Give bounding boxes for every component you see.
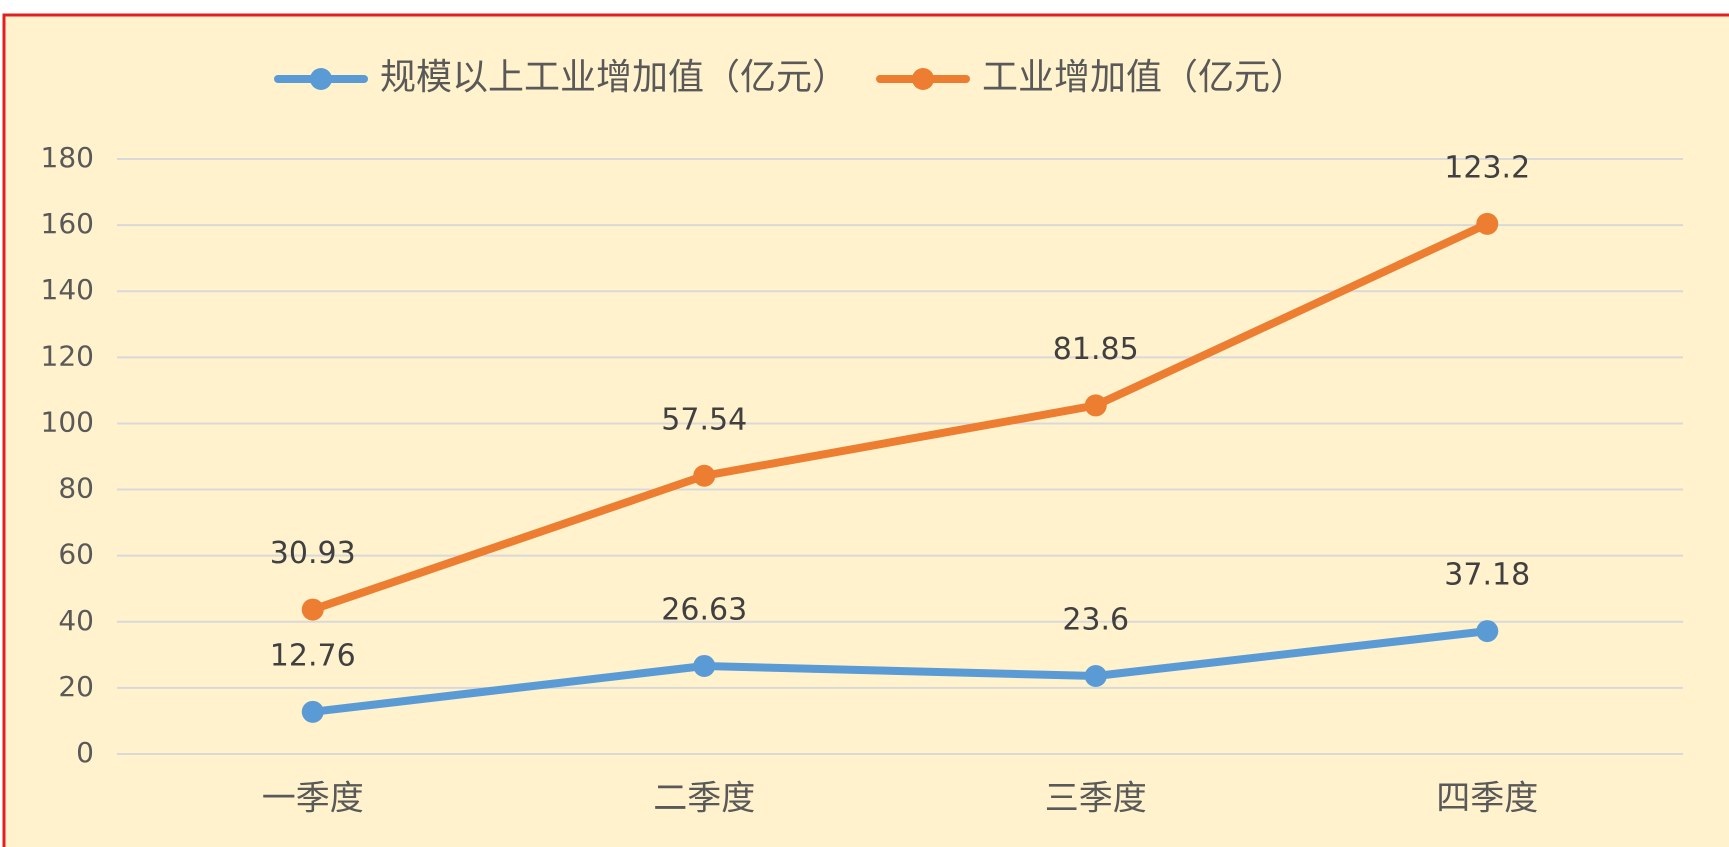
y-tick-label: 120 — [41, 339, 94, 372]
data-label: 30.93 — [270, 536, 356, 571]
data-label: 81.85 — [1053, 332, 1139, 367]
data-label: 123.2 — [1444, 150, 1530, 185]
x-tick-label: 二季度 — [653, 779, 755, 819]
legend-label: 工业增加值（亿元） — [982, 57, 1306, 98]
series-line — [308, 219, 1492, 614]
y-tick-label: 140 — [41, 273, 94, 306]
x-tick-label: 四季度 — [1436, 779, 1538, 819]
legend-label: 规模以上工业增加值（亿元） — [380, 57, 848, 98]
series-line — [308, 627, 1492, 716]
data-point — [301, 598, 324, 621]
data-point — [1476, 212, 1499, 235]
data-point — [693, 654, 716, 677]
data-point — [301, 700, 324, 723]
y-tick-label: 0 — [76, 736, 94, 769]
y-tick-label: 100 — [41, 405, 94, 438]
y-tick-label: 160 — [41, 207, 94, 240]
data-point — [1084, 394, 1107, 417]
legend-marker — [912, 68, 935, 90]
data-label: 37.18 — [1444, 558, 1530, 593]
data-point — [1476, 620, 1499, 643]
data-point — [693, 464, 716, 487]
x-tick-label: 三季度 — [1045, 779, 1147, 819]
data-label: 23.6 — [1062, 602, 1129, 637]
y-tick-label: 180 — [41, 141, 94, 174]
data-point — [1084, 664, 1107, 687]
chart-area — [2, 13, 1729, 847]
legend-marker — [310, 68, 332, 90]
data-label: 57.54 — [661, 402, 747, 437]
y-tick-label: 80 — [58, 472, 94, 505]
y-tick-label: 40 — [58, 604, 94, 637]
data-label: 12.76 — [270, 638, 356, 673]
x-tick-label: 一季度 — [262, 779, 364, 819]
data-label: 26.63 — [661, 592, 747, 627]
y-tick-label: 60 — [58, 538, 94, 571]
y-tick-label: 20 — [58, 670, 94, 703]
